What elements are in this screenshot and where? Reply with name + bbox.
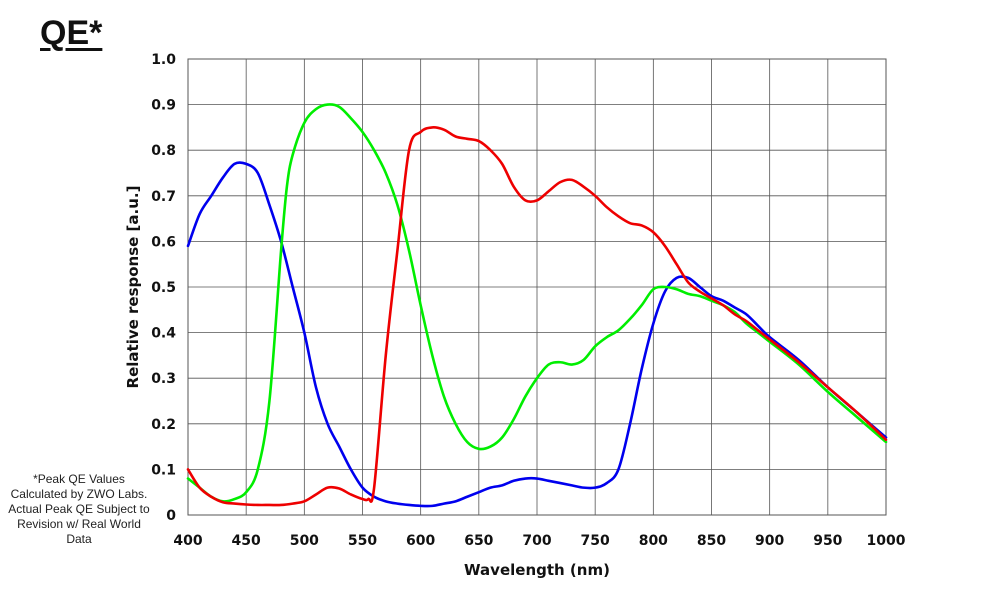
x-tick-label: 450 [232, 533, 261, 549]
y-tick-label: 1.0 [151, 52, 176, 68]
y-tick-label: 0.5 [151, 280, 176, 296]
y-tick-labels: 0 0.1 0.2 0.3 0.4 0.5 0.6 0.7 0.8 0.9 1.0 [151, 52, 176, 524]
x-tick-label: 800 [639, 533, 668, 549]
y-tick-label: 0.2 [151, 417, 176, 433]
x-tick-label: 600 [406, 533, 435, 549]
x-tick-label: 400 [173, 533, 202, 549]
x-tick-label: 500 [290, 533, 319, 549]
x-tick-label: 700 [522, 533, 551, 549]
y-tick-label: 0.6 [151, 234, 176, 250]
x-tick-label: 650 [464, 533, 493, 549]
x-tick-labels: 400 450 500 550 600 650 700 750 800 850 900 950 1000 [173, 533, 905, 549]
y-tick-label: 0.7 [151, 189, 176, 205]
x-tick-label: 550 [348, 533, 377, 549]
y-tick-label: 0.8 [151, 143, 176, 159]
y-axis-label: Relative response [a.u.] [124, 186, 142, 389]
series-line-green [186, 103, 888, 503]
x-tick-label: 850 [697, 533, 726, 549]
x-tick-label: 950 [813, 533, 842, 549]
y-tick-label: 0.3 [151, 371, 176, 387]
plot-frame [187, 58, 887, 516]
y-tick-label: 0.1 [151, 462, 176, 478]
y-tick-label: 0 [166, 508, 176, 524]
chart-title: QE* [40, 14, 103, 52]
grid [187, 58, 887, 516]
x-tick-label: 900 [755, 533, 784, 549]
x-tick-label: 750 [581, 533, 610, 549]
series-group [186, 103, 888, 508]
x-axis-label: Wavelength (nm) [464, 561, 610, 579]
y-tick-label: 0.4 [151, 326, 176, 342]
footnote: *Peak QE Values Calculated by ZWO Labs. … [8, 472, 150, 546]
series-line-red [186, 126, 888, 507]
x-tick-label: 1000 [867, 533, 906, 549]
y-tick-label: 0.9 [151, 98, 176, 114]
series-line-blue [186, 161, 888, 508]
